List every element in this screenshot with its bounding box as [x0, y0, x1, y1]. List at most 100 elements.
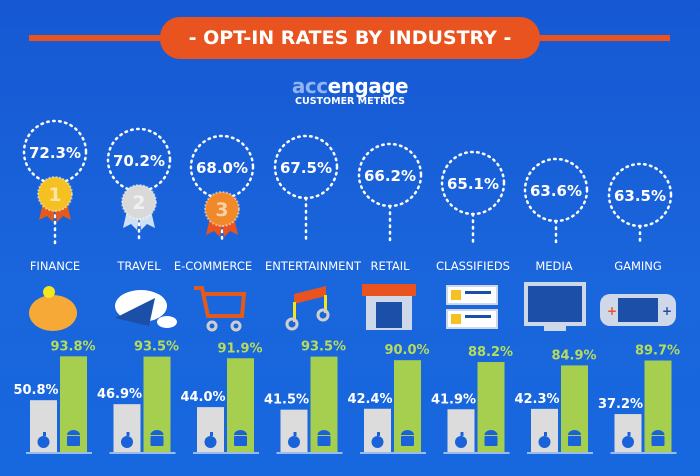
bar-baseline [443, 452, 510, 454]
industry-travel: 70.2% 2 TRAVEL 46.9% 93.5% [97, 127, 179, 454]
ios-value-label: 44.0% [180, 390, 225, 405]
bar-baseline [26, 452, 92, 454]
note-head [285, 317, 299, 331]
apple-leaf [43, 432, 46, 436]
android-value-label: 88.2% [468, 345, 513, 360]
listing-thumb [451, 290, 461, 300]
industry-finance: 72.3% 1 FINANCE 50.8% 93.8% [13, 119, 96, 454]
android-head [568, 430, 581, 435]
apple-icon [288, 436, 300, 448]
bar-baseline [193, 452, 259, 454]
dpad-glyph: + [607, 304, 617, 318]
android-icon [568, 436, 581, 446]
bar-baseline [527, 452, 593, 454]
coin [43, 286, 55, 298]
music-note-icon [285, 286, 330, 331]
medal-disc [204, 191, 240, 227]
overall-rate: 67.5% [280, 159, 332, 177]
industry-label: RETAIL [370, 259, 410, 273]
page-title: - OPT-IN RATES BY INDUSTRY - [160, 17, 540, 59]
apple-leaf [293, 432, 297, 436]
bar-group: 50.8% 93.8% [13, 339, 96, 454]
android-value-label: 93.8% [50, 339, 95, 354]
android-icon [317, 436, 331, 446]
bar-baseline [109, 452, 176, 454]
logo: accengage CUSTOMER METRICS [0, 74, 700, 107]
overall-rate: 70.2% [113, 152, 165, 170]
ios-value-label: 42.4% [347, 392, 392, 407]
medal-rank: 3 [215, 199, 228, 221]
plane [115, 298, 155, 326]
storefront-icon [362, 284, 416, 330]
apple-leaf [460, 432, 464, 436]
store-window [376, 302, 402, 328]
android-icon [651, 436, 665, 446]
bar-group: 41.5% 93.5% [264, 340, 346, 454]
medal-icon: 3 [204, 191, 240, 237]
android-icon [150, 436, 164, 446]
console-screen [618, 298, 658, 322]
medal-rank: 1 [48, 184, 61, 206]
ios-value-label: 46.9% [97, 387, 142, 402]
android-head [401, 430, 414, 435]
android-value-label: 93.5% [301, 340, 346, 355]
wheel [230, 320, 242, 332]
small-cloud [157, 316, 177, 328]
listing-thumb [451, 314, 461, 324]
stem [293, 302, 296, 322]
android-value-label: 93.5% [134, 340, 179, 355]
listing-line [465, 315, 491, 318]
overall-rate: 63.6% [530, 182, 582, 200]
android-icon [484, 436, 498, 446]
overall-rate: 66.2% [364, 167, 416, 185]
buttons-glyph: + [662, 304, 672, 318]
ios-value-label: 41.5% [264, 393, 309, 408]
airplane-cloud-icon [115, 290, 177, 328]
logo-prefix: acc [291, 74, 328, 98]
apple-icon [455, 436, 467, 448]
android-icon [401, 436, 414, 446]
android-value-label: 91.9% [217, 341, 262, 356]
apple-leaf [377, 432, 380, 436]
android-icon [234, 436, 247, 446]
android-head [67, 430, 80, 435]
android-value-label: 89.7% [635, 344, 680, 359]
listing-line [465, 291, 491, 294]
bar-group: 42.3% 84.9% [514, 348, 597, 454]
industry-e-commerce: 68.0% 3 E-COMMERCE 44.0% 91.9% [174, 134, 263, 454]
gamepad-icon: + + [600, 294, 676, 326]
screen [524, 282, 586, 326]
bar-group: 37.2% 89.7% [598, 344, 680, 454]
bar-group: 44.0% 91.9% [180, 341, 263, 454]
ios-value-label: 41.9% [431, 392, 476, 407]
logo-suffix: engage [327, 74, 409, 98]
android-value-label: 84.9% [551, 348, 596, 363]
bar-baseline [276, 452, 343, 454]
medal-disc [121, 184, 157, 220]
shopping-cart-icon [194, 286, 247, 332]
note-head [316, 308, 330, 322]
industry-media: 63.6% MEDIA 42.3% 84.9% [514, 157, 597, 454]
ios-value-label: 50.8% [13, 383, 58, 398]
apple-icon [204, 436, 217, 448]
apple-icon [538, 436, 551, 448]
bar-group: 46.9% 93.5% [97, 340, 179, 454]
android-head [484, 430, 498, 435]
medal-rank: 2 [132, 192, 145, 214]
bar-baseline [610, 452, 677, 454]
industry-label: E-COMMERCE [174, 259, 252, 273]
industry-label: CLASSIFIEDS [436, 259, 510, 273]
piggy-body [29, 295, 77, 331]
android-head [317, 430, 331, 435]
industry-label: TRAVEL [116, 259, 161, 273]
apple-leaf [210, 432, 213, 436]
android-icon [67, 436, 80, 446]
industry-classifieds: 65.1% CLASSIFIEDS 41.9% 88.2% [431, 150, 513, 454]
classifieds-icon [446, 285, 498, 329]
industry-entertainment: 67.5% ENTERTAINMENT 41.5% 93.5% [264, 134, 362, 454]
apple-icon [622, 436, 634, 448]
apple-icon [121, 436, 133, 448]
ios-value-label: 37.2% [598, 397, 643, 412]
overall-rate: 65.1% [447, 175, 499, 193]
